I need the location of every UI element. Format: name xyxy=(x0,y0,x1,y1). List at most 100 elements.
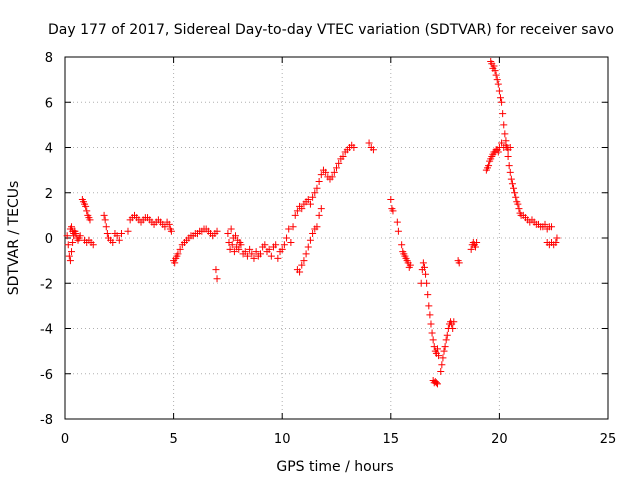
data-point xyxy=(467,245,475,253)
data-point xyxy=(66,257,74,265)
data-point xyxy=(65,252,73,260)
data-point xyxy=(167,227,175,235)
data-point xyxy=(248,250,256,258)
data-point xyxy=(493,76,501,84)
y-tick-label: 6 xyxy=(45,96,53,111)
data-point xyxy=(82,202,90,210)
data-point xyxy=(494,148,502,156)
data-point xyxy=(304,196,312,204)
data-point xyxy=(76,232,84,240)
data-point xyxy=(306,200,314,208)
data-point xyxy=(213,275,221,283)
chart-title: Day 177 of 2017, Sidereal Day-to-day VTE… xyxy=(48,22,614,38)
data-point xyxy=(267,252,275,260)
data-point xyxy=(283,234,291,242)
data-point xyxy=(365,139,373,147)
x-tick-label: 25 xyxy=(600,432,617,447)
y-tick-label: -4 xyxy=(40,323,53,338)
data-point xyxy=(298,205,306,213)
data-point xyxy=(89,241,97,249)
x-tick-label: 0 xyxy=(61,432,69,447)
data-point xyxy=(311,189,319,197)
data-point xyxy=(317,171,325,179)
data-point xyxy=(100,211,108,219)
data-point xyxy=(237,241,245,249)
data-point xyxy=(485,162,493,170)
data-point xyxy=(315,211,323,219)
y-tick-label: 4 xyxy=(45,142,53,157)
data-point xyxy=(103,229,111,237)
data-point xyxy=(109,239,117,247)
data-point xyxy=(213,227,221,235)
data-point xyxy=(424,291,432,299)
data-point xyxy=(101,216,109,224)
x-tick-label: 10 xyxy=(274,432,291,447)
data-point xyxy=(429,336,437,344)
data-point xyxy=(296,268,304,276)
data-point xyxy=(328,173,336,181)
data-point xyxy=(422,270,430,278)
data-point xyxy=(548,223,556,231)
data-point xyxy=(241,248,249,256)
data-point xyxy=(174,250,182,258)
data-point xyxy=(69,239,77,247)
data-point xyxy=(298,261,306,269)
data-point xyxy=(512,193,520,201)
data-point xyxy=(232,232,240,240)
data-point xyxy=(309,229,317,237)
data-point xyxy=(228,241,236,249)
data-point xyxy=(313,223,321,231)
data-point xyxy=(499,110,507,118)
data-point xyxy=(165,220,173,228)
data-point xyxy=(438,361,446,369)
data-point xyxy=(86,216,94,224)
data-point xyxy=(433,380,441,388)
data-point xyxy=(441,343,449,351)
data-point xyxy=(433,345,441,353)
data-point xyxy=(335,159,343,167)
data-point xyxy=(498,98,506,106)
data-point xyxy=(490,62,498,70)
data-point xyxy=(83,207,91,215)
data-point xyxy=(272,241,280,249)
data-point xyxy=(265,245,273,253)
y-tick-label: 0 xyxy=(45,232,53,247)
data-point xyxy=(63,232,71,240)
data-point xyxy=(473,239,481,247)
data-point xyxy=(274,254,282,262)
data-point xyxy=(511,189,519,197)
data-point xyxy=(426,311,434,319)
data-point xyxy=(291,211,299,219)
data-point xyxy=(502,141,510,149)
data-point xyxy=(226,245,234,253)
data-point xyxy=(440,347,448,355)
data-point xyxy=(71,227,79,235)
data-point xyxy=(492,71,500,79)
data-point xyxy=(289,223,297,231)
data-point xyxy=(261,241,269,249)
x-axis-label: GPS time / hours xyxy=(276,459,393,475)
data-point xyxy=(508,180,516,188)
data-point xyxy=(541,220,549,228)
data-point xyxy=(432,379,440,387)
data-point xyxy=(506,168,514,176)
data-point xyxy=(552,239,560,247)
data-point xyxy=(280,241,288,249)
data-point xyxy=(339,153,347,161)
axis-ticks: 0 5 10 15 20 25 -8 -6 -4 -2 0 2 4 6 8 xyxy=(40,51,616,447)
data-point xyxy=(553,234,561,242)
data-point xyxy=(389,207,397,215)
data-point xyxy=(406,261,414,269)
data-point xyxy=(285,225,293,233)
data-point xyxy=(495,87,503,95)
data-point xyxy=(500,121,508,129)
data-point xyxy=(387,196,395,204)
data-point xyxy=(498,139,506,147)
x-tick-label: 5 xyxy=(169,432,177,447)
y-tick-label: -8 xyxy=(40,413,53,428)
data-point xyxy=(491,67,499,75)
data-point xyxy=(515,205,523,213)
data-point xyxy=(439,354,447,362)
data-point xyxy=(428,329,436,337)
data-point xyxy=(317,205,325,213)
